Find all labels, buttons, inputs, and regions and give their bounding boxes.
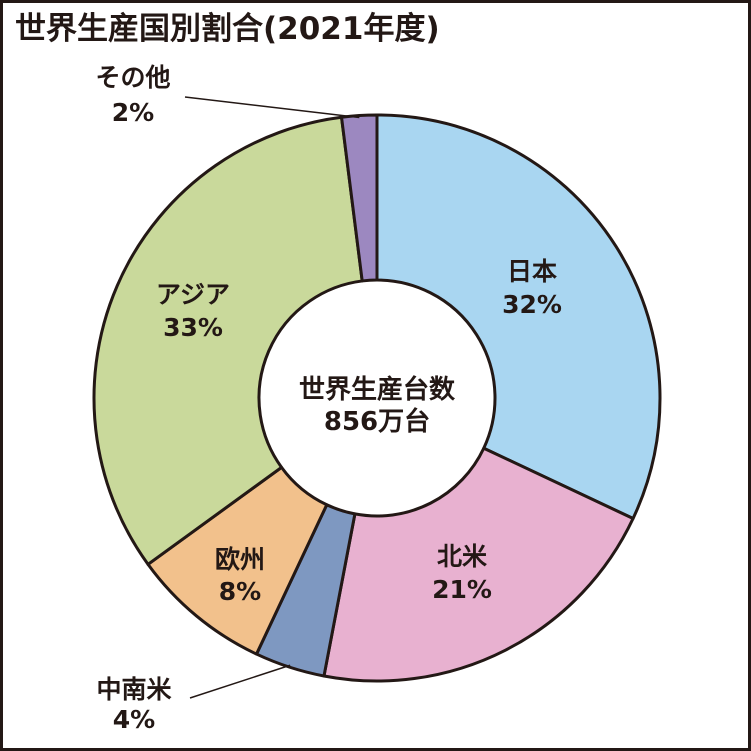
center-label-line-1: 世界生産台数: [299, 374, 456, 405]
slice-label-other: その他: [95, 63, 170, 92]
slice-label-latin-america: 中南米: [96, 675, 172, 704]
slice-asia: [92, 115, 364, 566]
donut-slices: [92, 113, 662, 683]
slice-value-japan: 32%: [502, 290, 562, 319]
slice-north-america: [322, 446, 635, 683]
chart-title: 世界生産国別割合(2021年度): [15, 11, 440, 47]
slice-value-europe: 8%: [219, 577, 261, 606]
slice-label-north-america: 北米: [437, 542, 488, 571]
slice-value-latin-america: 4%: [113, 705, 155, 734]
slice-label-europe: 欧州: [215, 545, 265, 574]
slice-other: [340, 113, 379, 283]
slice-japan: [375, 113, 662, 520]
center-label-line-2: 856万台: [324, 406, 430, 437]
leader-lines: [184, 96, 360, 699]
slice-label-asia: アジア: [156, 280, 230, 309]
slice-value-asia: 33%: [163, 313, 223, 342]
slice-value-other: 2%: [112, 98, 154, 127]
leader-line-other: [184, 96, 360, 119]
slice-label-japan: 日本: [507, 257, 557, 286]
leader-line-latin-america: [189, 664, 291, 699]
slice-value-north-america: 21%: [432, 575, 492, 604]
